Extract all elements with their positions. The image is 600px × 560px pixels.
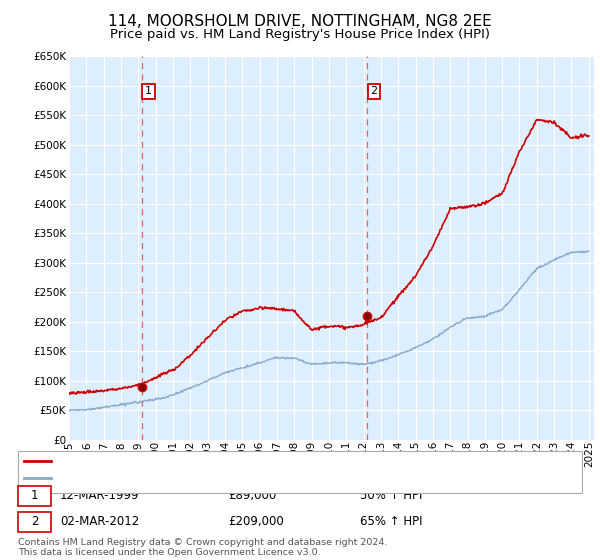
Text: 65% ↑ HPI: 65% ↑ HPI xyxy=(360,515,422,529)
Text: Contains HM Land Registry data © Crown copyright and database right 2024.
This d: Contains HM Land Registry data © Crown c… xyxy=(18,538,388,557)
Text: 02-MAR-2012: 02-MAR-2012 xyxy=(60,515,139,529)
Text: £209,000: £209,000 xyxy=(228,515,284,529)
Text: 114, MOORSHOLM DRIVE, NOTTINGHAM, NG8 2EE: 114, MOORSHOLM DRIVE, NOTTINGHAM, NG8 2E… xyxy=(108,14,492,29)
Text: 2: 2 xyxy=(370,86,377,96)
Text: £89,000: £89,000 xyxy=(228,489,276,502)
Text: HPI: Average price, detached house, City of Nottingham: HPI: Average price, detached house, City… xyxy=(57,473,369,483)
Text: 12-MAR-1999: 12-MAR-1999 xyxy=(60,489,139,502)
Text: 2: 2 xyxy=(31,515,38,529)
Text: Price paid vs. HM Land Registry's House Price Index (HPI): Price paid vs. HM Land Registry's House … xyxy=(110,28,490,41)
Text: 114, MOORSHOLM DRIVE, NOTTINGHAM, NG8 2EE (detached house): 114, MOORSHOLM DRIVE, NOTTINGHAM, NG8 2E… xyxy=(57,456,439,466)
Text: 50% ↑ HPI: 50% ↑ HPI xyxy=(360,489,422,502)
Text: 1: 1 xyxy=(145,86,152,96)
Text: 1: 1 xyxy=(31,489,38,502)
